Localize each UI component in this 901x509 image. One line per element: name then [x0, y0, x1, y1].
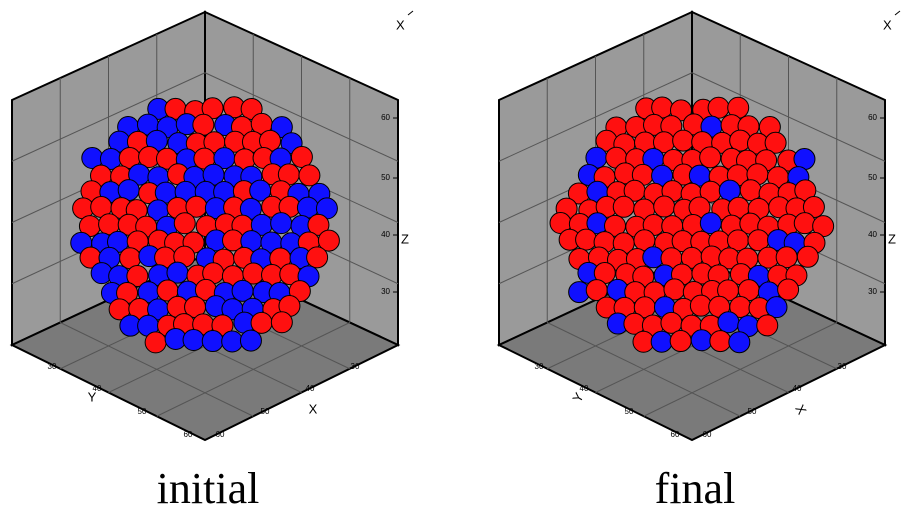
y-tick-label: 40	[580, 384, 589, 393]
sphere	[299, 165, 320, 186]
z-axis-label: Z	[401, 231, 409, 246]
y-tick-label: 60	[671, 430, 680, 439]
sphere	[613, 196, 634, 217]
x-tick-label: 60	[216, 430, 225, 439]
z-tick-label: 60	[381, 113, 390, 122]
sphere	[183, 329, 204, 350]
sphere	[718, 312, 739, 333]
sphere	[271, 213, 292, 234]
x-tick-label: 30	[838, 362, 847, 371]
z-tick-label: 60	[868, 113, 877, 122]
sphere	[654, 196, 675, 217]
sphere	[794, 213, 815, 234]
x-tick-label: 60	[703, 430, 712, 439]
sphere	[576, 229, 597, 250]
x-tick-label: 50	[748, 407, 757, 416]
x-tick-label: 30	[351, 362, 360, 371]
sphere	[691, 330, 712, 351]
top-axis-label: X	[883, 17, 892, 32]
sphere	[778, 279, 799, 300]
z-tick-label: 40	[868, 230, 877, 239]
y-tick-label: 30	[48, 362, 57, 371]
sphere	[651, 331, 672, 352]
x-axis-label: X	[309, 401, 318, 416]
y-tick-label: 60	[184, 430, 193, 439]
y-tick-label: 50	[625, 407, 634, 416]
sphere	[710, 331, 731, 352]
x-tick-label: 40	[306, 384, 315, 393]
sphere	[740, 180, 761, 201]
sphere	[291, 147, 312, 168]
x-axis-label: X	[792, 402, 809, 417]
top-axis-tick	[408, 11, 413, 15]
sphere	[307, 247, 328, 268]
z-tick-label: 30	[868, 287, 877, 296]
y-axis-label: Y	[88, 389, 97, 404]
sphere	[271, 312, 292, 333]
sphere	[240, 330, 261, 351]
sphere	[670, 331, 691, 352]
sphere	[700, 147, 721, 168]
figure: 60 50 40 30 Z X 30 40 50 60 60 50 40 30 Y Xinitial 60 50 4…	[0, 0, 901, 509]
sphere	[145, 332, 166, 353]
sphere	[708, 97, 729, 118]
sphere	[757, 315, 778, 336]
caption: initial	[157, 464, 260, 509]
top-axis-tick	[895, 11, 900, 15]
caption: final	[655, 464, 736, 509]
z-tick-label: 40	[381, 230, 390, 239]
z-tick-label: 50	[381, 173, 390, 182]
sphere	[174, 213, 195, 234]
sphere	[661, 312, 682, 333]
sphere	[690, 295, 711, 316]
sphere	[797, 246, 818, 267]
sphere	[202, 331, 223, 352]
x-tick-label: 50	[261, 407, 270, 416]
z-tick-label: 30	[381, 287, 390, 296]
z-axis-label: Z	[888, 231, 896, 246]
sphere	[776, 247, 797, 268]
y-tick-label: 50	[138, 407, 147, 416]
y-tick-label: 30	[535, 362, 544, 371]
z-tick-label: 50	[868, 173, 877, 182]
sphere	[729, 332, 750, 353]
sphere	[673, 130, 694, 151]
sphere	[766, 297, 787, 318]
sphere	[222, 331, 243, 352]
x-tick-label: 40	[793, 384, 802, 393]
top-axis-label: X	[396, 17, 405, 32]
